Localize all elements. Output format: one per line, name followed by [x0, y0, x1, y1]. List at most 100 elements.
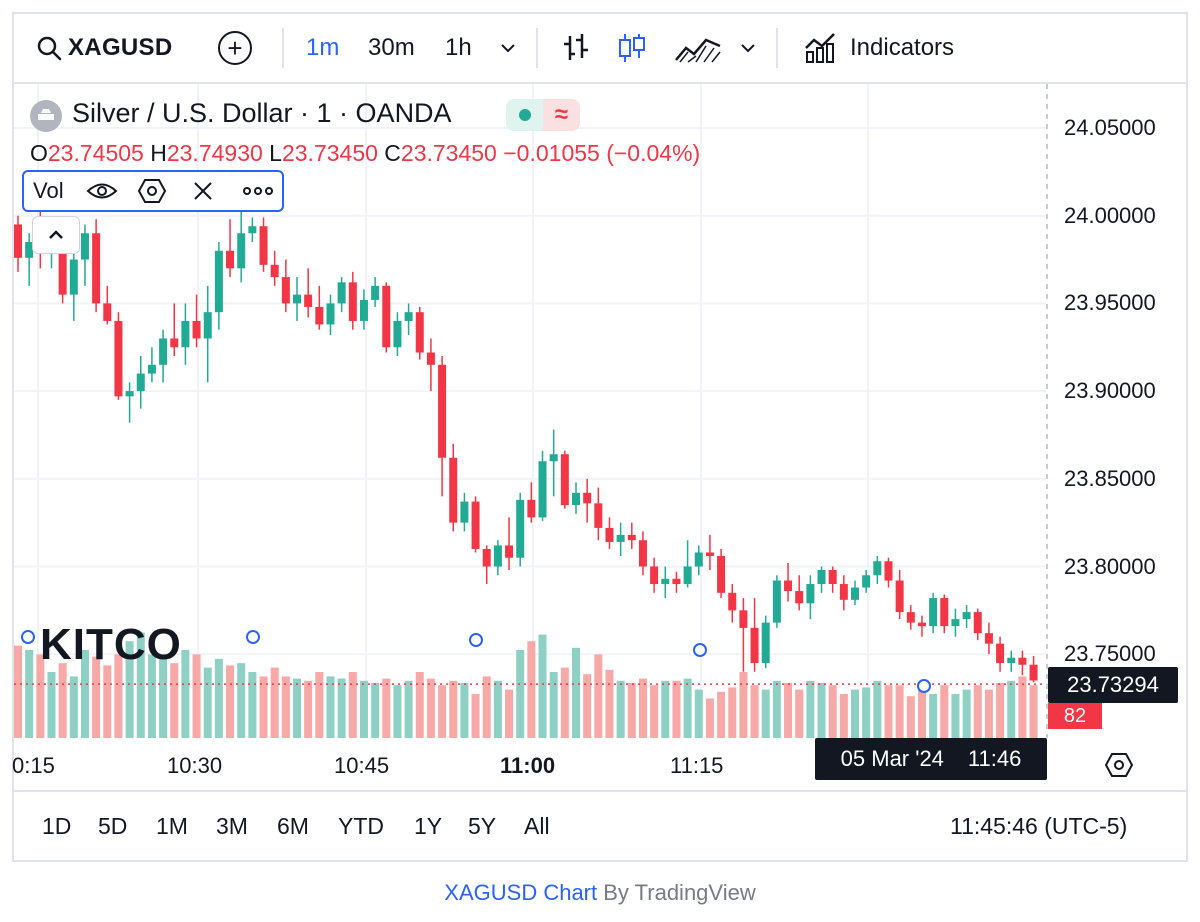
volume-bar [873, 680, 882, 738]
candle-body [884, 561, 893, 581]
kitco-watermark: KITCO [40, 620, 182, 669]
candle-body [270, 264, 279, 278]
range-button-5y[interactable]: 5Y [468, 813, 497, 839]
candle-body [426, 352, 435, 365]
compare-button[interactable]: + [218, 14, 252, 82]
candle-body [784, 580, 793, 592]
volume-bar [862, 687, 871, 738]
change-value: −0.01055 (−0.04%) [503, 140, 701, 166]
eye-icon[interactable] [86, 172, 118, 210]
volume-bar [1018, 676, 1027, 738]
interval-1h[interactable]: 1h [445, 34, 472, 61]
range-button-1d[interactable]: 1D [42, 813, 72, 839]
volume-bar [270, 667, 279, 738]
interval-1m[interactable]: 1m [306, 34, 340, 61]
candle-body [226, 250, 235, 269]
candle-body [114, 320, 123, 397]
volume-bar [25, 650, 34, 738]
candle-body [996, 643, 1005, 663]
candle-body [862, 575, 871, 588]
range-button-all[interactable]: All [524, 813, 550, 839]
candle-body [683, 566, 692, 585]
candle-body [750, 627, 759, 663]
candle-body [80, 233, 89, 260]
candle-body [605, 527, 614, 542]
volume-bar [906, 696, 915, 738]
volume-bar [940, 685, 949, 738]
range-button-1m[interactable]: 1M [156, 813, 188, 839]
more-icon[interactable] [242, 172, 274, 210]
volume-bar [170, 663, 179, 738]
last-price-label: 23.73294 [1048, 667, 1178, 703]
timezone-clock[interactable]: 11:45:46 (UTC-5) [950, 813, 1128, 839]
interval-dropdown[interactable] [498, 14, 518, 82]
collapse-legend-button[interactable] [32, 216, 80, 254]
volume-bar [661, 680, 670, 738]
indicators-button[interactable]: Indicators [804, 14, 954, 82]
volume-bar [538, 634, 547, 738]
candle-body [393, 320, 402, 348]
chart-settings-button[interactable] [1104, 750, 1134, 780]
range-button-5d[interactable]: 5D [98, 813, 128, 839]
close-label: C [384, 140, 401, 166]
volume-bar [438, 685, 447, 738]
interval-30m[interactable]: 30m [368, 34, 415, 61]
candle-body [929, 598, 938, 627]
candle-body [806, 584, 815, 604]
time-tick-label: 10:30 [167, 753, 223, 778]
tradingview-link[interactable]: By TradingView [603, 880, 756, 905]
candle-body [505, 545, 514, 558]
volume-bar [181, 650, 190, 738]
volume-bar [471, 694, 480, 738]
range-button-3m[interactable]: 3M [216, 813, 248, 839]
candle-body [1018, 657, 1027, 665]
crosshair-date: 05 Mar '24 [840, 746, 944, 771]
volume-bar [583, 674, 592, 738]
volume-bar [482, 676, 491, 738]
volume-bar [683, 678, 692, 738]
range-button-ytd[interactable]: YTD [338, 813, 384, 839]
price-tick-label: 23.95000 [1064, 290, 1156, 316]
price-tick-label: 23.90000 [1064, 378, 1156, 404]
candle-body [25, 242, 34, 258]
close-icon[interactable] [192, 172, 214, 210]
candle-body [560, 454, 569, 506]
volume-bar [114, 654, 123, 738]
candles-chart-type-button[interactable] [616, 14, 648, 82]
candle-body [650, 566, 659, 585]
volume-bar [806, 680, 815, 738]
candle-body [471, 501, 480, 549]
volume-bar [795, 689, 804, 738]
chevron-down-icon [741, 44, 755, 53]
event-marker-icon [21, 630, 35, 644]
bar-chart-type-button[interactable] [560, 14, 592, 82]
volume-label: Vol [33, 178, 64, 203]
candle-body [1007, 657, 1016, 663]
candle-body [828, 570, 837, 585]
volume-bar [371, 683, 380, 738]
symbol-search[interactable]: XAGUSD [36, 14, 172, 82]
candle-body [125, 391, 134, 397]
volume-bar [594, 654, 603, 738]
market-status[interactable]: ≈ [506, 99, 580, 131]
low-label: L [269, 140, 282, 166]
candle-body [281, 277, 290, 304]
bars-icon [564, 34, 588, 60]
crosshair-time: 11:46 [967, 746, 1022, 771]
range-button-6m[interactable]: 6M [277, 813, 309, 839]
market-open-icon [506, 99, 543, 131]
volume-bar [449, 680, 458, 738]
event-marker-icon [693, 643, 707, 657]
candle-body [661, 578, 670, 585]
chart-type-dropdown[interactable] [738, 14, 758, 82]
area-chart-type-button[interactable] [674, 14, 722, 82]
volume-bar [560, 667, 569, 738]
range-button-1y[interactable]: 1Y [414, 813, 443, 839]
chart-link[interactable]: XAGUSD Chart [444, 880, 598, 905]
volume-bar [69, 676, 78, 738]
settings-icon[interactable] [138, 172, 166, 210]
candle-body [694, 552, 703, 567]
volume-legend[interactable]: Vol [22, 170, 284, 212]
candle-body [482, 548, 491, 567]
price-chart[interactable] [0, 0, 1200, 800]
